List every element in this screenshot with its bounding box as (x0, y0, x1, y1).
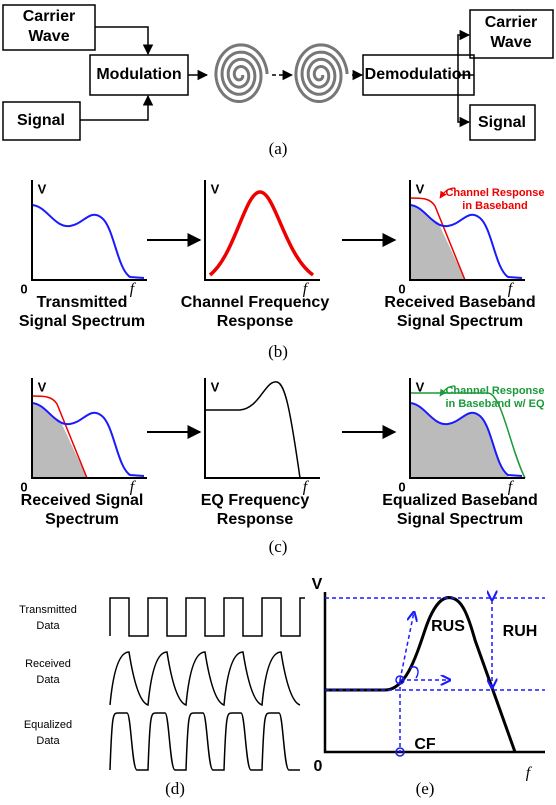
panel-caption: Signal Spectrum (397, 511, 523, 528)
annotation-arrow (439, 385, 456, 397)
axis-label: f (303, 281, 310, 298)
axis (204, 378, 320, 479)
wave-label: Transmitted (19, 604, 77, 616)
axis-label: 0 (20, 479, 27, 494)
axis-label: 0 (20, 281, 27, 296)
annotation: in Baseband (462, 200, 527, 212)
axis (409, 378, 525, 479)
panel-caption: Transmitted (37, 294, 128, 311)
annotation: Channel Response (445, 385, 544, 397)
axis-label: f (508, 479, 515, 496)
panel-caption: Signal Spectrum (397, 313, 523, 330)
caption: (d) (165, 779, 185, 798)
box-label: Modulation (96, 66, 181, 83)
axis (31, 378, 147, 479)
axis-label: V (211, 181, 220, 196)
axis (31, 180, 147, 281)
arrow (457, 29, 474, 76)
box-label: Carrier (23, 8, 75, 25)
axis-label: f (508, 281, 515, 298)
param-label: RUH (503, 623, 538, 640)
channel-response (31, 395, 88, 479)
panel-caption: Equalized Baseband (382, 492, 538, 509)
spectrum (31, 402, 145, 477)
box-label: Demodulation (365, 66, 472, 83)
point (395, 747, 405, 757)
panel-caption: Response (217, 313, 294, 330)
eq-response (205, 381, 301, 479)
point (395, 675, 405, 685)
box (2, 101, 81, 141)
wave-label: Equalized (24, 719, 72, 731)
arrow (95, 26, 154, 56)
panel-caption: Spectrum (45, 511, 119, 528)
axis-label: f (303, 479, 310, 496)
panel-caption: Response (217, 511, 294, 528)
annotation: Channel Response (445, 187, 544, 199)
axis-label: V (416, 379, 425, 394)
panel-caption: Signal Spectrum (19, 313, 145, 330)
spectrum (31, 204, 145, 279)
box-label: Wave (490, 34, 531, 51)
annotation-arrow (439, 187, 456, 199)
shaded-area (410, 403, 508, 478)
box-label: Carrier (485, 14, 537, 31)
angle-mark (409, 666, 419, 679)
rus-arrow (399, 612, 414, 681)
transmitted-wave (109, 597, 305, 637)
axis-label: V (38, 379, 47, 394)
panel-caption: EQ Frequency (201, 492, 310, 509)
panel-caption: Received Signal (21, 492, 144, 509)
eq-curve (325, 596, 517, 753)
wave-label: Data (36, 735, 60, 747)
coil (294, 43, 349, 103)
wave-label: Received (25, 658, 71, 670)
axis-label: V (416, 181, 425, 196)
channel-response (409, 197, 466, 281)
box-label: Signal (17, 112, 65, 129)
axis-label: 0 (398, 281, 405, 296)
param-label: CF (414, 736, 436, 753)
wave-label: Data (36, 620, 60, 632)
equalized-wave (109, 712, 300, 771)
spectrum (409, 402, 523, 477)
received-wave (109, 651, 301, 707)
coil (214, 43, 269, 103)
caption: (c) (269, 537, 288, 556)
arrows (80, 26, 474, 128)
axis (323, 592, 545, 754)
channel-response (208, 190, 315, 277)
spectrum (409, 204, 523, 279)
shaded-area (410, 205, 465, 280)
axis-label: f (130, 281, 137, 298)
caption: (b) (268, 342, 288, 361)
panel-caption: Received Baseband (384, 294, 535, 311)
wave-label: Data (36, 674, 60, 686)
axis-label: 0 (314, 758, 323, 775)
axis-label: V (312, 576, 323, 593)
shaded-area (32, 403, 87, 478)
axis (409, 180, 525, 281)
caption: (e) (416, 779, 435, 798)
axis-label: f (130, 479, 137, 496)
axis-label: V (38, 181, 47, 196)
box-label: Signal (478, 114, 526, 131)
axis (204, 180, 320, 281)
param-label: RUS (431, 618, 465, 635)
eq-channel-response (410, 392, 526, 479)
box-label: Wave (28, 28, 69, 45)
caption: (a) (269, 139, 288, 158)
axis-label: f (526, 765, 533, 782)
arrow (457, 75, 471, 128)
axis-label: 0 (398, 479, 405, 494)
axis-label: V (211, 379, 220, 394)
panel-caption: Channel Frequency (181, 294, 330, 311)
annotation: in Baseband w/ EQ (445, 398, 544, 410)
arrow (80, 94, 154, 121)
